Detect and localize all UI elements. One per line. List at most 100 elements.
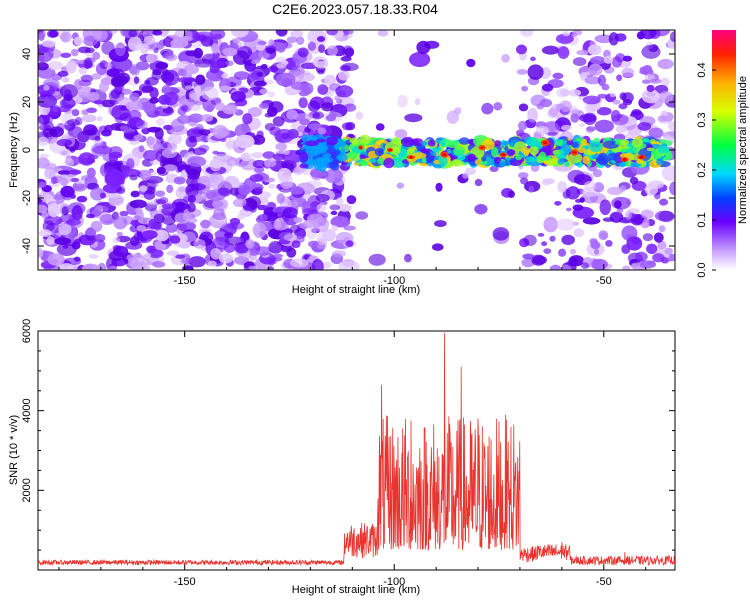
heatmap-cell	[345, 240, 354, 248]
heatmap-cell	[326, 30, 338, 36]
snr-plot-area	[37, 330, 676, 571]
heatmap-cell	[494, 140, 502, 147]
heatmap-cell	[590, 55, 606, 65]
heatmap-cell	[276, 193, 285, 204]
heatmap-cell	[608, 32, 619, 46]
heatmap-cell	[274, 128, 295, 143]
heatmap-cell	[355, 111, 364, 120]
heatmap-cell	[78, 234, 97, 246]
heatmap-cell	[58, 170, 71, 176]
heatmap-cell	[325, 152, 332, 158]
heatmap-cell	[78, 152, 95, 166]
heatmap-cell	[38, 204, 48, 214]
heatmap-cell	[384, 141, 402, 153]
heatmap-cell	[129, 199, 148, 209]
heatmap-cell	[606, 186, 623, 196]
heatmap-cell	[304, 140, 319, 147]
heatmap-cell	[99, 213, 116, 226]
heatmap-cell	[632, 138, 643, 148]
heatmap-cell	[656, 157, 665, 166]
heatmap-cell	[129, 174, 138, 181]
heatmap-cell	[148, 218, 157, 230]
heatmap-cell	[230, 30, 250, 38]
heatmap-cell	[76, 195, 88, 203]
heatmap-cell	[427, 139, 436, 147]
colorbar-tick-label: 0.0	[696, 262, 708, 277]
heatmap-cell	[442, 153, 447, 157]
heatmap-cell	[453, 146, 465, 157]
heatmap-cell	[62, 244, 69, 249]
heatmap-cell	[46, 30, 59, 38]
heatmap-cell	[558, 248, 567, 257]
heatmap-cell	[212, 150, 219, 155]
heatmap-cell	[167, 143, 178, 151]
heatmap-cell	[394, 128, 408, 139]
heatmap-cell	[194, 58, 214, 68]
heatmap-cell	[115, 42, 126, 57]
heatmap-cell	[357, 160, 368, 166]
heatmap-cell	[57, 263, 76, 270]
heatmap-cell	[644, 183, 658, 196]
heatmap-cell	[235, 134, 255, 149]
heatmap-cell	[42, 220, 55, 232]
heatmap-cell	[499, 160, 507, 167]
heatmap-cell	[346, 195, 357, 205]
heatmap-cell	[582, 217, 601, 225]
heatmap-cell	[396, 182, 405, 189]
heatmap-x-ticks: -150 -100 -50	[58, 30, 647, 287]
heatmap-cell	[259, 88, 269, 95]
heatmap-cell	[112, 237, 121, 244]
heatmap-cell	[209, 30, 226, 40]
heatmap-cell	[322, 157, 334, 163]
heatmap-cell	[181, 257, 193, 264]
heatmap-cell	[409, 155, 413, 159]
heatmap-cell	[528, 185, 534, 193]
heatmap-cell	[619, 185, 627, 192]
heatmap-cell	[375, 123, 385, 131]
heatmap-cell	[435, 182, 443, 192]
heatmap-cell	[153, 213, 165, 224]
heatmap-cell	[158, 196, 169, 204]
heatmap-cell	[218, 85, 232, 92]
heatmap-cell	[404, 113, 423, 123]
heatmap-cell	[314, 60, 329, 69]
heatmap-cell	[359, 154, 367, 160]
heatmap-cell	[60, 31, 72, 43]
heatmap-cell	[493, 102, 503, 111]
heatmap-cell	[248, 265, 259, 270]
heatmap-cell	[60, 52, 72, 58]
heatmap-cell	[108, 265, 118, 270]
heatmap-cell	[594, 119, 614, 133]
heatmap-cell	[146, 245, 157, 254]
heatmap-cell	[139, 43, 149, 55]
heatmap-cell	[210, 247, 222, 260]
heatmap-cell	[143, 190, 156, 200]
heatmap-cell	[594, 248, 600, 255]
heatmap-cell	[584, 76, 602, 85]
heatmap-cell	[47, 61, 64, 71]
heatmap-cell	[93, 99, 103, 105]
heatmap-cell	[317, 84, 329, 95]
heatmap-cell	[297, 47, 309, 58]
heatmap-cell	[310, 168, 323, 181]
heatmap-cell	[529, 145, 539, 156]
heatmap-cell	[47, 253, 65, 266]
heatmap-cell	[489, 165, 499, 172]
heatmap-y-tick-label: 20	[21, 96, 33, 108]
heatmap-cell	[582, 155, 590, 165]
heatmap-cell	[187, 202, 196, 213]
heatmap-cell	[527, 64, 544, 80]
heatmap-cell	[110, 57, 133, 72]
heatmap-cell	[601, 83, 610, 91]
heatmap-cell	[667, 131, 675, 137]
heatmap-cell	[253, 186, 263, 193]
heatmap-cell	[187, 195, 196, 203]
heatmap-cell	[60, 185, 75, 198]
heatmap-cell	[252, 134, 266, 145]
heatmap-cell	[504, 145, 509, 152]
heatmap-cell	[532, 255, 548, 265]
heatmap-cell	[646, 84, 655, 93]
heatmap-cell	[151, 71, 163, 81]
heatmap-cell	[302, 201, 311, 208]
heatmap-cell	[523, 234, 537, 246]
